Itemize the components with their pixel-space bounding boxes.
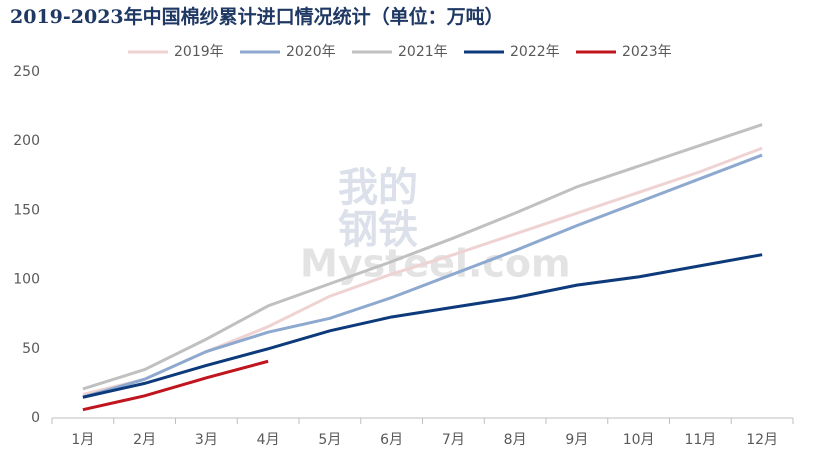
x-tick-label: 6月 [380,432,403,448]
x-tick-label: 9月 [565,432,588,448]
watermark: 钢铁 [338,207,418,253]
legend-label: 2023年 [622,44,672,60]
chart-title: 2019-2023年中国棉纱累计进口情况统计（单位：万吨） [10,5,504,28]
x-tick-label: 10月 [623,432,655,448]
series-line [82,153,763,399]
x-tick-label: 8月 [504,432,527,448]
y-tick-label: 50 [22,341,40,357]
series-line [82,253,763,399]
y-tick-label: 150 [13,202,40,218]
x-tick-label: 5月 [318,432,341,448]
x-tick-label: 1月 [71,432,94,448]
legend-label: 2022年 [510,44,560,60]
x-tick-label: 11月 [684,432,716,448]
series-line [82,359,269,412]
x-tick-label: 2月 [133,432,156,448]
x-tick-label: 3月 [195,432,218,448]
legend-label: 2021年 [398,44,448,60]
x-tick-label: 7月 [442,432,465,448]
legend-label: 2020年 [286,44,336,60]
y-tick-label: 200 [13,133,40,149]
y-tick-label: 250 [13,64,40,80]
y-tick-label: 100 [13,272,40,288]
watermark: 我的 [338,165,418,211]
y-tick-label: 0 [31,410,40,426]
legend-label: 2019年 [174,44,224,60]
x-tick-label: 4月 [257,432,280,448]
x-tick-label: 12月 [746,432,778,448]
series-line [82,123,763,391]
